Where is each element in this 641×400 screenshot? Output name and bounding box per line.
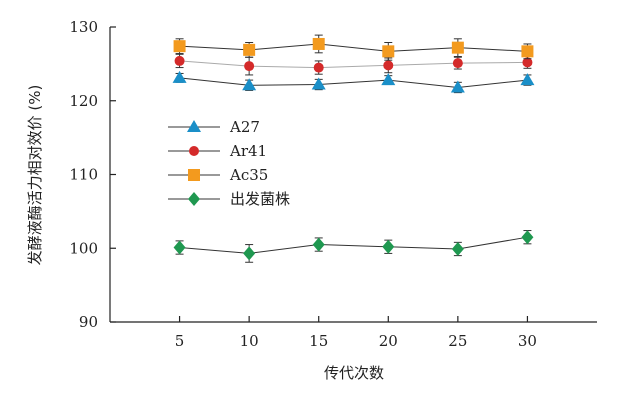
- axes-layer: 90 100 110 120 130 5 10 15 20 25 30: [69, 18, 597, 350]
- data-point: [381, 73, 396, 86]
- data-point: [243, 43, 256, 56]
- legend-item: 出发菌株: [168, 190, 290, 208]
- legend-marker: [188, 192, 200, 206]
- data-point: [521, 45, 534, 58]
- legend: A27 Ar41 Ac35 出发菌株: [168, 118, 290, 208]
- legend-marker: [189, 146, 199, 156]
- legend-label: A27: [229, 118, 260, 136]
- data-point: [520, 73, 535, 86]
- series-2: [173, 34, 534, 61]
- data-point: [382, 45, 395, 58]
- legend-item: Ar41: [168, 142, 267, 160]
- y-tick-label: 110: [69, 166, 98, 184]
- data-point: [173, 240, 186, 255]
- legend-label: Ar41: [229, 142, 267, 160]
- data-point: [522, 57, 533, 68]
- series-layer: [172, 34, 535, 263]
- data-point: [173, 40, 186, 53]
- legend-marker: [187, 120, 201, 132]
- data-point: [242, 78, 257, 91]
- x-tick-label: 15: [309, 332, 328, 350]
- legend-item: A27: [168, 118, 260, 136]
- data-point: [383, 60, 394, 71]
- x-tick-label: 10: [240, 332, 259, 350]
- y-tick-label: 100: [69, 239, 98, 257]
- data-point: [174, 55, 185, 66]
- y-tick-label: 130: [69, 18, 98, 36]
- legend-label: Ac35: [229, 166, 268, 184]
- data-point: [521, 230, 534, 245]
- legend-marker: [188, 169, 200, 181]
- series-line: [179, 236, 528, 254]
- series-line: [179, 77, 528, 88]
- series-line: [179, 60, 528, 69]
- data-point: [450, 80, 465, 93]
- series-1: [174, 53, 533, 76]
- data-point: [312, 237, 325, 252]
- y-axis-title: 发酵液酶活力相对效价 (%): [26, 85, 44, 266]
- data-point: [244, 61, 255, 72]
- data-point: [382, 239, 395, 254]
- x-tick-label: 5: [175, 332, 185, 350]
- data-point: [313, 62, 324, 73]
- legend-item: Ac35: [168, 166, 268, 184]
- legend-label: 出发菌株: [230, 190, 290, 208]
- series-3: [173, 230, 534, 263]
- y-tick-label: 120: [69, 92, 98, 110]
- x-tick-label: 25: [448, 332, 467, 350]
- x-tick-label: 30: [518, 332, 537, 350]
- data-point: [243, 246, 256, 261]
- data-point: [311, 77, 326, 90]
- data-point: [172, 70, 187, 83]
- data-point: [451, 41, 464, 54]
- y-tick-label: 90: [79, 313, 98, 331]
- data-point: [452, 58, 463, 69]
- data-point: [312, 37, 325, 50]
- data-point: [451, 241, 464, 256]
- series-line: [179, 43, 528, 52]
- series-0: [172, 70, 535, 94]
- x-tick-label: 20: [379, 332, 398, 350]
- x-axis-title: 传代次数: [324, 364, 384, 382]
